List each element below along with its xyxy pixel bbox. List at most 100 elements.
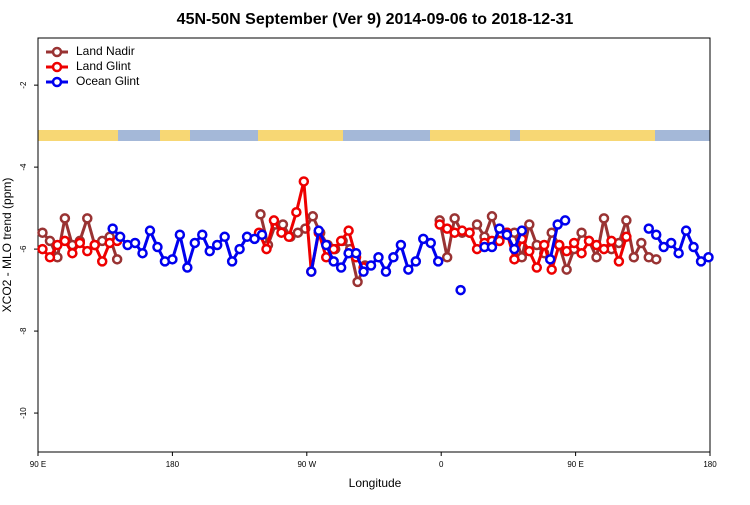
data-point — [561, 264, 572, 275]
data-point — [559, 215, 571, 226]
data-point — [524, 219, 535, 230]
legend-label: Land Glint — [76, 59, 131, 73]
data-point — [449, 213, 460, 224]
data-point — [643, 223, 655, 234]
data-point — [234, 243, 245, 255]
data-point — [516, 225, 528, 236]
plot-frame — [37, 37, 711, 453]
data-point — [268, 215, 280, 226]
data-point — [576, 227, 587, 238]
data-point — [255, 209, 266, 220]
legend-label: Ocean Glint — [76, 74, 140, 88]
data-point — [688, 241, 699, 253]
legend-marker — [51, 61, 63, 73]
data-point — [335, 235, 347, 247]
data-point — [82, 213, 93, 224]
data-point — [96, 256, 108, 267]
data-point — [531, 262, 543, 273]
data-point — [352, 276, 363, 288]
legend-label: Land Nadir — [76, 44, 135, 58]
data-point — [703, 252, 714, 263]
data-point — [277, 219, 289, 230]
data-point — [665, 237, 677, 249]
data-point — [307, 211, 319, 222]
y-axis-label: XCO2 - MLO trend (ppm) — [0, 178, 14, 313]
data-point — [107, 223, 118, 234]
data-point — [219, 231, 230, 243]
data-point — [144, 225, 156, 236]
y-tick-label: -6 — [19, 245, 28, 253]
data-point — [328, 256, 339, 267]
y-tick-label: -4 — [19, 163, 28, 171]
data-point — [89, 239, 100, 251]
y-tick-label: -2 — [19, 81, 28, 89]
data-point — [37, 227, 48, 238]
data-point — [249, 233, 260, 245]
data-point — [197, 229, 208, 241]
data-point — [695, 256, 707, 267]
y-tick-label: -8 — [19, 327, 28, 335]
data-point — [486, 241, 498, 253]
data-point — [82, 245, 93, 257]
data-point — [552, 219, 563, 230]
data-point — [636, 237, 647, 249]
data-point — [658, 241, 669, 253]
data-point — [441, 252, 453, 263]
data-point — [292, 227, 304, 238]
data-point — [598, 213, 610, 224]
data-point — [350, 247, 362, 259]
data-point — [114, 231, 126, 243]
data-point — [37, 243, 48, 255]
data-point — [561, 245, 572, 257]
data-point — [598, 243, 610, 255]
data-point — [59, 235, 71, 247]
data-point — [395, 239, 407, 251]
data-point — [313, 225, 324, 236]
data-point — [434, 219, 445, 230]
data-point — [583, 235, 595, 247]
data-point — [524, 245, 535, 257]
x-axis-label: Longitude — [349, 476, 402, 490]
chart-title: 45N-50N September (Ver 9) 2014-09-06 to … — [177, 11, 574, 28]
data-point — [226, 256, 238, 267]
x-tick-label: 0 — [439, 460, 444, 469]
x-tick-label: 90 E — [30, 460, 46, 469]
data-point — [410, 256, 422, 267]
data-point — [167, 254, 178, 265]
data-point — [152, 241, 163, 253]
data-point — [298, 176, 310, 187]
data-point — [673, 247, 684, 259]
x-tick-label: 90 E — [567, 460, 583, 469]
x-tick-label: 90 W — [297, 460, 316, 469]
data-point — [358, 266, 369, 277]
data-point — [182, 262, 193, 273]
data-point — [509, 254, 520, 265]
data-point — [425, 237, 436, 249]
data-point — [343, 225, 354, 236]
data-point — [455, 284, 466, 296]
data-point — [129, 237, 141, 249]
data-point — [261, 243, 272, 255]
data-point — [464, 227, 475, 238]
data-point — [44, 252, 56, 263]
data-point — [137, 247, 148, 259]
data-point — [320, 239, 332, 251]
data-point — [680, 225, 692, 236]
data-point — [44, 235, 56, 247]
data-point — [291, 206, 302, 218]
legend-marker — [51, 46, 63, 58]
data-point — [544, 254, 556, 265]
data-point — [204, 245, 215, 257]
data-point — [335, 262, 347, 273]
data-point — [591, 239, 602, 251]
legend-marker — [51, 76, 63, 88]
data-point — [650, 254, 662, 265]
data-point — [606, 235, 617, 247]
data-point — [471, 219, 483, 230]
data-point — [494, 223, 505, 234]
data-point — [613, 256, 625, 267]
data-point — [388, 252, 399, 263]
data-point — [74, 237, 86, 249]
data-point — [306, 266, 317, 277]
